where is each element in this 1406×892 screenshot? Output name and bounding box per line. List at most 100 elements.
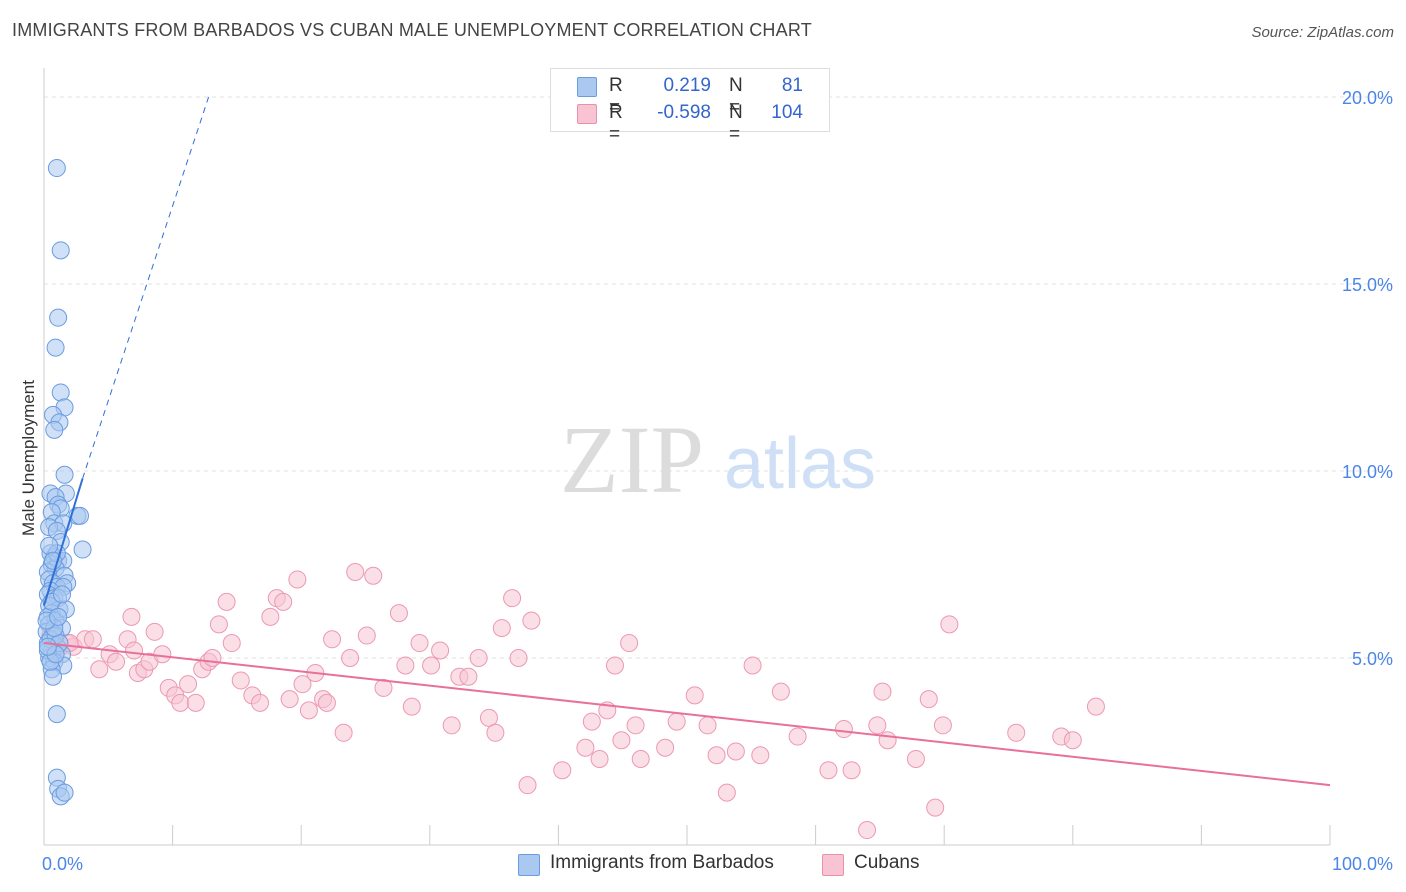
cubans-point[interactable] (707, 746, 726, 765)
cubans-point[interactable] (858, 821, 877, 840)
cubans-point[interactable] (122, 607, 141, 626)
cubans-point[interactable] (819, 761, 838, 780)
cubans-point[interactable] (503, 589, 522, 608)
cubans-point[interactable] (299, 701, 318, 720)
barbados-trend-line-solid (43, 478, 84, 606)
legend-swatch-cubans (822, 854, 844, 876)
cubans-point[interactable] (509, 649, 528, 667)
cubans-point[interactable] (459, 667, 478, 686)
cubans-point[interactable] (834, 720, 853, 739)
cubans-point[interactable] (431, 641, 450, 660)
cubans-point[interactable] (492, 619, 511, 638)
barbados-point[interactable] (51, 241, 70, 260)
cubans-point[interactable] (389, 604, 408, 623)
cubans-point[interactable] (685, 686, 704, 705)
cubans-point[interactable] (217, 592, 236, 611)
cubans-point[interactable] (107, 652, 126, 671)
cubans-point[interactable] (203, 649, 222, 667)
cubans-point[interactable] (842, 761, 861, 780)
barbados-point[interactable] (49, 607, 68, 626)
cubans-point[interactable] (125, 641, 144, 660)
cubans-point[interactable] (357, 626, 376, 645)
barbados-point[interactable] (46, 338, 65, 357)
barbados-point[interactable] (55, 465, 74, 484)
cubans-point[interactable] (940, 615, 959, 634)
cubans-point[interactable] (145, 622, 164, 641)
barbados-point[interactable] (49, 308, 68, 327)
cubans-point[interactable] (179, 675, 198, 694)
cubans-point[interactable] (410, 634, 429, 653)
cubans-point[interactable] (873, 682, 892, 701)
cubans-point[interactable] (288, 570, 307, 589)
cubans-point[interactable] (209, 615, 228, 634)
cubans-point[interactable] (231, 671, 250, 690)
cubans-point[interactable] (364, 566, 383, 585)
cubans-point[interactable] (590, 749, 609, 768)
cubans-point[interactable] (469, 649, 488, 667)
cubans-point[interactable] (280, 690, 299, 709)
barbados-point[interactable] (55, 783, 74, 802)
barbados-point[interactable] (47, 159, 66, 178)
cubans-point[interactable] (612, 731, 631, 750)
cubans-point[interactable] (346, 562, 365, 581)
cubans-point[interactable] (402, 697, 421, 716)
cubans-point[interactable] (171, 693, 190, 712)
cubans-point[interactable] (1007, 723, 1026, 742)
cubans-point[interactable] (90, 660, 109, 679)
cubans-point[interactable] (422, 656, 441, 675)
cubans-point[interactable] (334, 723, 353, 742)
cubans-point[interactable] (620, 634, 639, 653)
barbados-point[interactable] (51, 383, 70, 402)
cubans-point[interactable] (788, 727, 807, 746)
cubans-point[interactable] (442, 716, 461, 735)
cubans-point[interactable] (479, 708, 498, 727)
cubans-point[interactable] (667, 712, 686, 731)
cubans-point[interactable] (251, 693, 270, 712)
cubans-point[interactable] (153, 645, 172, 664)
cubans-point[interactable] (698, 716, 717, 735)
cubans-point[interactable] (553, 761, 572, 780)
cubans-point[interactable] (518, 776, 537, 795)
cubans-point[interactable] (751, 746, 770, 765)
cubans-point[interactable] (293, 675, 312, 694)
cubans-point[interactable] (576, 738, 595, 757)
barbados-point[interactable] (73, 540, 92, 559)
cubans-point[interactable] (717, 783, 736, 802)
cubans-point[interactable] (522, 611, 541, 630)
cubans-point[interactable] (1063, 731, 1082, 750)
barbados-point[interactable] (44, 667, 63, 686)
barbados-point[interactable] (53, 585, 72, 604)
cubans-point[interactable] (83, 630, 102, 649)
cubans-point[interactable] (743, 656, 762, 675)
cubans-point[interactable] (919, 690, 938, 709)
cubans-point[interactable] (341, 649, 360, 667)
tick-labels: 5.0% 10.0% 15.0% 20.0% 0.0% 100.0% (42, 88, 1393, 874)
cubans-point[interactable] (906, 749, 925, 768)
cubans-point[interactable] (1086, 697, 1105, 716)
barbados-point[interactable] (45, 420, 64, 439)
cubans-point[interactable] (626, 716, 645, 735)
cubans-point[interactable] (274, 592, 293, 611)
cubans-point[interactable] (396, 656, 415, 675)
cubans-point[interactable] (186, 693, 205, 712)
cubans-point[interactable] (726, 742, 745, 761)
cubans-point[interactable] (868, 716, 887, 735)
cubans-point[interactable] (222, 634, 241, 653)
cubans-point[interactable] (926, 798, 945, 817)
barbados-point[interactable] (40, 536, 59, 555)
cubans-point[interactable] (261, 607, 280, 626)
y-tick-label: 10.0% (1342, 462, 1393, 482)
cubans-point[interactable] (317, 693, 336, 712)
barbados-point[interactable] (47, 705, 66, 724)
cubans-point[interactable] (605, 656, 624, 675)
cubans-point[interactable] (656, 738, 675, 757)
cubans-point[interactable] (933, 716, 952, 735)
cubans-point[interactable] (631, 749, 650, 768)
cubans-point[interactable] (582, 712, 601, 731)
cubans-point[interactable] (771, 682, 790, 701)
cubans-point[interactable] (323, 630, 342, 649)
cubans-point[interactable] (878, 731, 897, 750)
barbados-point[interactable] (38, 637, 57, 656)
cubans-point[interactable] (374, 678, 393, 697)
cubans-point[interactable] (486, 723, 505, 742)
